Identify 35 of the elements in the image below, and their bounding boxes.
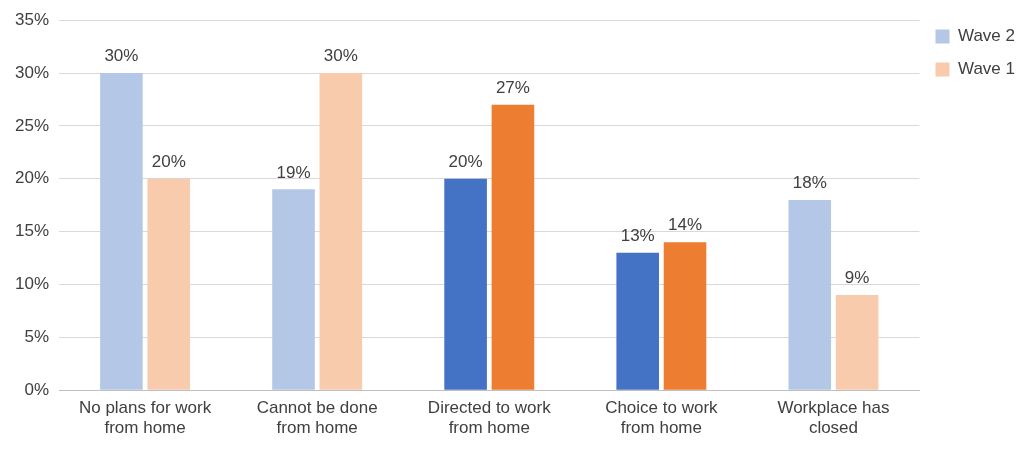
x-tick-label: Choice to work from home [605, 398, 719, 438]
bar [100, 73, 143, 390]
bar [663, 242, 707, 390]
x-tick-label: No plans for work from home [78, 398, 212, 438]
legend-label: Wave 2 [958, 26, 1016, 46]
bar [272, 189, 315, 390]
x-tick-label: Cannot be done from home [256, 398, 378, 438]
legend-label: Wave 1 [958, 59, 1016, 79]
data-label: 27% [495, 77, 530, 97]
data-label: 14% [668, 215, 703, 235]
x-tick-label: Directed to work from home [427, 398, 552, 438]
data-label: 20% [151, 151, 186, 171]
data-label: 13% [620, 225, 655, 245]
y-tick-label: 5% [24, 327, 50, 347]
y-tick-label: 30% [14, 62, 50, 82]
y-tick-label: 25% [14, 115, 50, 135]
bar [616, 252, 659, 390]
data-label: 18% [792, 173, 827, 193]
y-tick-label: 15% [14, 221, 50, 241]
bar [147, 178, 191, 390]
bar [491, 104, 535, 390]
data-label: 9% [844, 268, 870, 288]
x-tick-label: Workplace has closed [777, 398, 890, 438]
data-label: 20% [448, 151, 483, 171]
y-tick-label: 0% [24, 379, 50, 399]
data-label: 30% [323, 46, 358, 66]
data-label: 30% [104, 46, 139, 66]
y-tick-label: 35% [14, 9, 50, 29]
bar [788, 199, 832, 390]
y-tick-label: 10% [14, 274, 50, 294]
y-tick-label: 20% [14, 168, 50, 188]
bar [444, 178, 487, 390]
bar [319, 73, 363, 390]
bar [835, 295, 879, 390]
data-label: 19% [276, 162, 311, 182]
